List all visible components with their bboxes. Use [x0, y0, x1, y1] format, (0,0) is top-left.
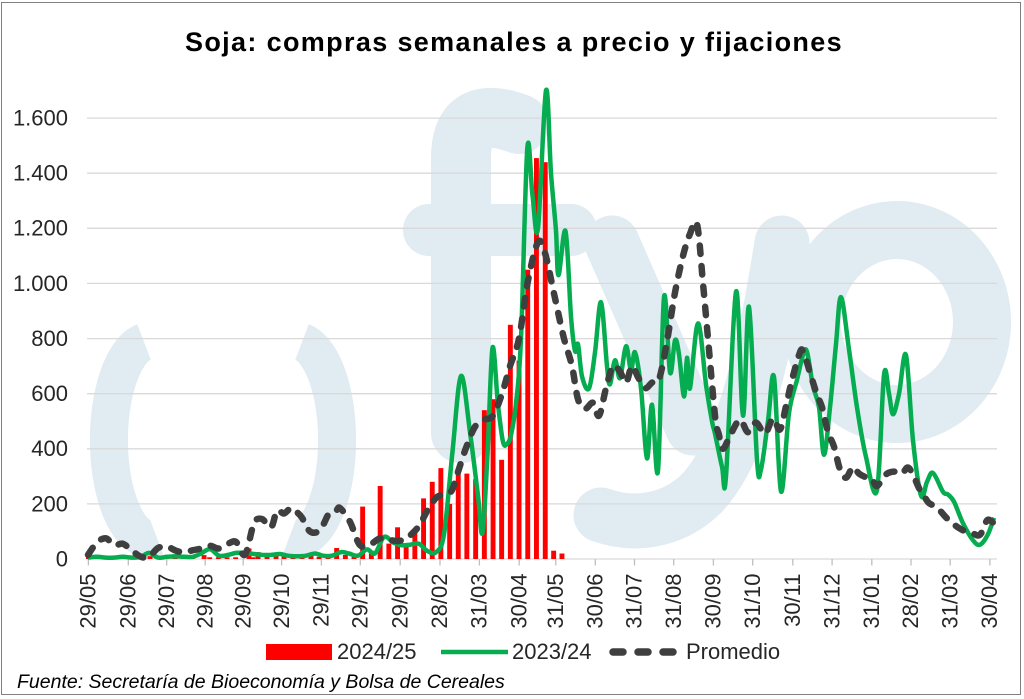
svg-text:29/06: 29/06 — [116, 574, 141, 629]
svg-text:2023/24: 2023/24 — [512, 639, 592, 664]
svg-text:31/10: 31/10 — [740, 574, 765, 629]
svg-text:30/04: 30/04 — [977, 574, 1002, 629]
svg-text:31/05: 31/05 — [543, 574, 568, 629]
svg-text:Soja: compras semanales a prec: Soja: compras semanales a precio y fijac… — [185, 27, 843, 57]
svg-text:31/01: 31/01 — [859, 574, 884, 629]
svg-text:200: 200 — [31, 491, 68, 516]
svg-text:29/12: 29/12 — [348, 574, 373, 629]
svg-text:30/06: 30/06 — [583, 574, 608, 629]
svg-text:1.600: 1.600 — [13, 106, 68, 131]
svg-text:30/11: 30/11 — [780, 574, 805, 627]
svg-text:2024/25: 2024/25 — [337, 639, 417, 664]
svg-text:29/11: 29/11 — [309, 574, 334, 627]
svg-text:Fuente: Secretaría de Bioecono: Fuente: Secretaría de Bioeconomía y Bols… — [17, 671, 505, 693]
svg-text:1.400: 1.400 — [13, 161, 68, 186]
svg-text:29/08: 29/08 — [192, 574, 217, 629]
svg-text:31/03: 31/03 — [937, 574, 962, 629]
svg-text:400: 400 — [31, 436, 68, 461]
svg-text:28/02: 28/02 — [898, 574, 923, 629]
svg-text:28/02: 28/02 — [427, 574, 452, 629]
svg-text:31/12: 31/12 — [819, 574, 844, 629]
svg-text:800: 800 — [31, 326, 68, 351]
svg-text:Promedio: Promedio — [686, 639, 780, 664]
svg-text:600: 600 — [31, 381, 68, 406]
svg-text:29/01: 29/01 — [387, 574, 412, 629]
svg-text:30/09: 30/09 — [701, 574, 726, 629]
svg-text:1.000: 1.000 — [13, 271, 68, 296]
svg-text:1.200: 1.200 — [13, 216, 68, 241]
svg-text:29/09: 29/09 — [230, 574, 255, 629]
svg-text:0: 0 — [56, 546, 68, 571]
svg-text:31/03: 31/03 — [467, 574, 492, 629]
svg-text:29/10: 29/10 — [269, 574, 294, 629]
svg-text:30/04: 30/04 — [506, 574, 531, 629]
svg-text:29/07: 29/07 — [154, 574, 179, 629]
svg-text:29/05: 29/05 — [76, 574, 101, 629]
svg-text:31/08: 31/08 — [661, 574, 686, 629]
svg-text:31/07: 31/07 — [622, 574, 647, 629]
